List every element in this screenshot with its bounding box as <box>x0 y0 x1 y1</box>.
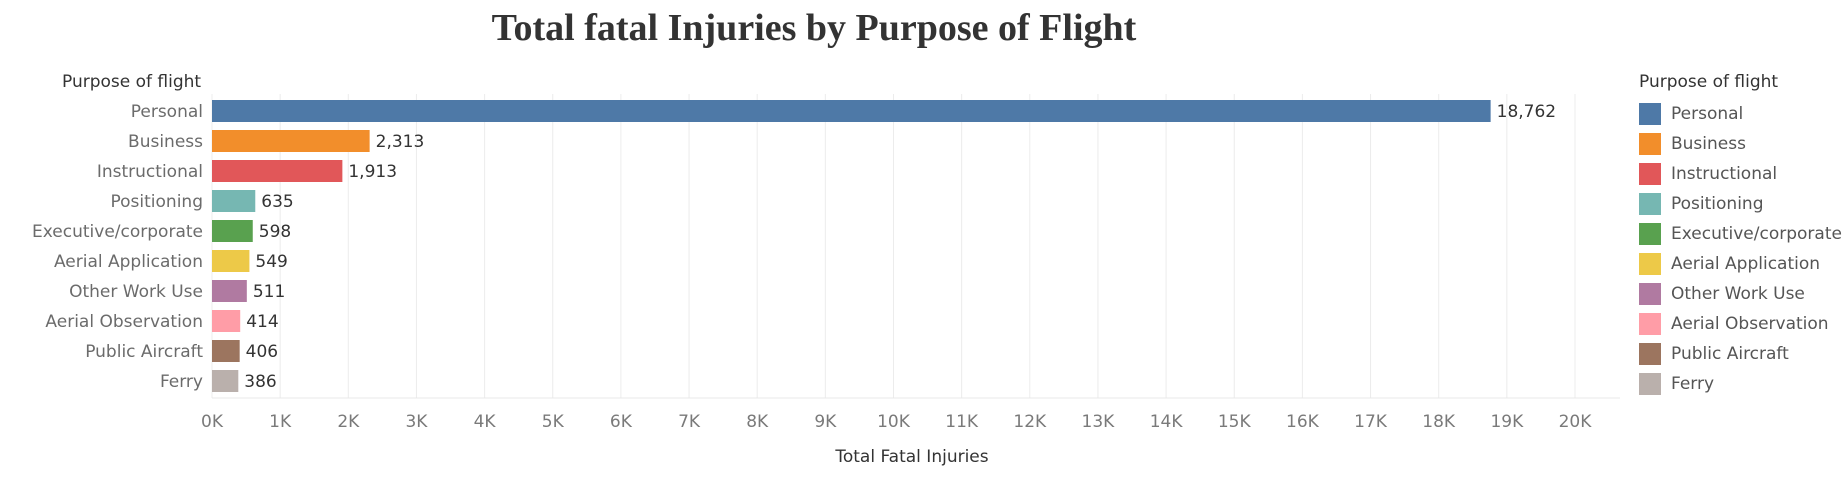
category-label: Ferry <box>160 372 203 392</box>
legend-swatch <box>1639 163 1661 185</box>
x-tick-label: 12K <box>1013 412 1047 432</box>
x-tick-label: 20K <box>1559 412 1593 432</box>
legend-swatch <box>1639 223 1661 245</box>
legend-item[interactable]: Ferry <box>1639 369 1844 399</box>
legend-item[interactable]: Executive/corporate <box>1639 219 1844 249</box>
bar-instructional <box>212 160 343 182</box>
legend-item[interactable]: Instructional <box>1639 159 1844 189</box>
x-tick-label: 15K <box>1218 412 1252 432</box>
legend-label: Executive/corporate <box>1671 224 1842 244</box>
category-label: Other Work Use <box>69 282 203 302</box>
legend-label: Business <box>1671 134 1746 154</box>
bar-ferry <box>212 370 239 392</box>
legend-item[interactable]: Positioning <box>1639 189 1844 219</box>
legend-item[interactable]: Business <box>1639 129 1844 159</box>
x-tick-label: 7K <box>678 412 701 432</box>
value-label: 511 <box>253 282 285 302</box>
x-tick-label: 6K <box>610 412 633 432</box>
grid-lines <box>211 94 1620 399</box>
category-labels: Personal Business Instructional Positioning… <box>32 102 203 392</box>
x-tick-label: 9K <box>814 412 837 432</box>
legend: Purpose of flight Personal Business Instru… <box>1639 72 1844 399</box>
x-tick-label: 4K <box>474 412 497 432</box>
value-label: 386 <box>244 372 276 392</box>
x-tick-label: 16K <box>1286 412 1320 432</box>
legend-swatch <box>1639 373 1661 395</box>
legend-swatch <box>1639 103 1661 125</box>
category-label: Positioning <box>111 192 203 212</box>
legend-item[interactable]: Aerial Observation <box>1639 309 1844 339</box>
x-tick-label: 10K <box>877 412 911 432</box>
x-tick-label: 1K <box>269 412 292 432</box>
x-tick-label: 0K <box>201 412 224 432</box>
legend-label: Instructional <box>1671 164 1778 184</box>
bar-positioning <box>212 190 256 212</box>
legend-swatch <box>1639 283 1661 305</box>
value-label: 549 <box>255 252 287 272</box>
category-label: Business <box>128 132 203 152</box>
x-tick-label: 2K <box>337 412 360 432</box>
legend-item[interactable]: Aerial Application <box>1639 249 1844 279</box>
bar-aerial-application <box>212 250 250 272</box>
bars <box>212 100 1491 392</box>
bar-business <box>212 130 370 152</box>
chart-title: Total fatal Injuries by Purpose of Fligh… <box>491 7 1137 49</box>
value-label: 598 <box>259 222 291 242</box>
category-label: Aerial Application <box>54 252 203 272</box>
legend-label: Ferry <box>1671 374 1715 394</box>
value-label: 406 <box>246 342 278 362</box>
bar-personal <box>212 100 1491 122</box>
x-axis-ticks: 0K 1K 2K 3K 4K 5K 6K 7K 8K 9K 10K 11K 12K 13K 14K 15K 16… <box>201 412 1592 432</box>
value-label: 414 <box>246 312 278 332</box>
x-tick-label: 19K <box>1490 412 1524 432</box>
bar-executive-corporate <box>212 220 253 242</box>
x-tick-label: 3K <box>405 412 428 432</box>
x-tick-label: 14K <box>1150 412 1184 432</box>
value-label: 18,762 <box>1497 102 1556 122</box>
legend-item[interactable]: Personal <box>1639 99 1844 129</box>
legend-label: Aerial Observation <box>1671 314 1829 334</box>
bar-public-aircraft <box>212 340 240 362</box>
legend-swatch <box>1639 343 1661 365</box>
legend-label: Personal <box>1671 104 1744 124</box>
legend-swatch <box>1639 253 1661 275</box>
category-label: Personal <box>131 102 203 122</box>
category-label: Aerial Observation <box>45 312 203 332</box>
x-tick-label: 18K <box>1422 412 1456 432</box>
legend-items: Personal Business Instructional Positioning… <box>1639 99 1844 399</box>
legend-item[interactable]: Other Work Use <box>1639 279 1844 309</box>
bar-other-work-use <box>212 280 247 302</box>
value-label: 1,913 <box>348 162 397 182</box>
legend-swatch <box>1639 133 1661 155</box>
value-label: 635 <box>261 192 293 212</box>
x-tick-label: 17K <box>1354 412 1388 432</box>
legend-item[interactable]: Public Aircraft <box>1639 339 1844 369</box>
legend-swatch <box>1639 193 1661 215</box>
x-tick-label: 5K <box>542 412 565 432</box>
x-axis-title: Total Fatal Injuries <box>835 447 989 467</box>
legend-label: Other Work Use <box>1671 284 1805 304</box>
bar-aerial-observation <box>212 310 241 332</box>
x-tick-label: 13K <box>1082 412 1116 432</box>
value-labels: 18,762 2,313 1,913 635 598 549 511 414 406 386 <box>244 102 1556 392</box>
category-label: Executive/corporate <box>32 222 203 242</box>
legend-label: Public Aircraft <box>1671 344 1789 364</box>
x-tick-label: 11K <box>945 412 979 432</box>
category-label: Instructional <box>97 162 203 182</box>
x-tick-label: 8K <box>746 412 769 432</box>
row-axis-header: Purpose of flight <box>62 72 202 92</box>
legend-swatch <box>1639 313 1661 335</box>
category-label: Public Aircraft <box>85 342 203 362</box>
legend-label: Aerial Application <box>1671 254 1821 274</box>
legend-title: Purpose of flight <box>1639 72 1779 92</box>
legend-label: Positioning <box>1671 194 1764 214</box>
value-label: 2,313 <box>376 132 425 152</box>
